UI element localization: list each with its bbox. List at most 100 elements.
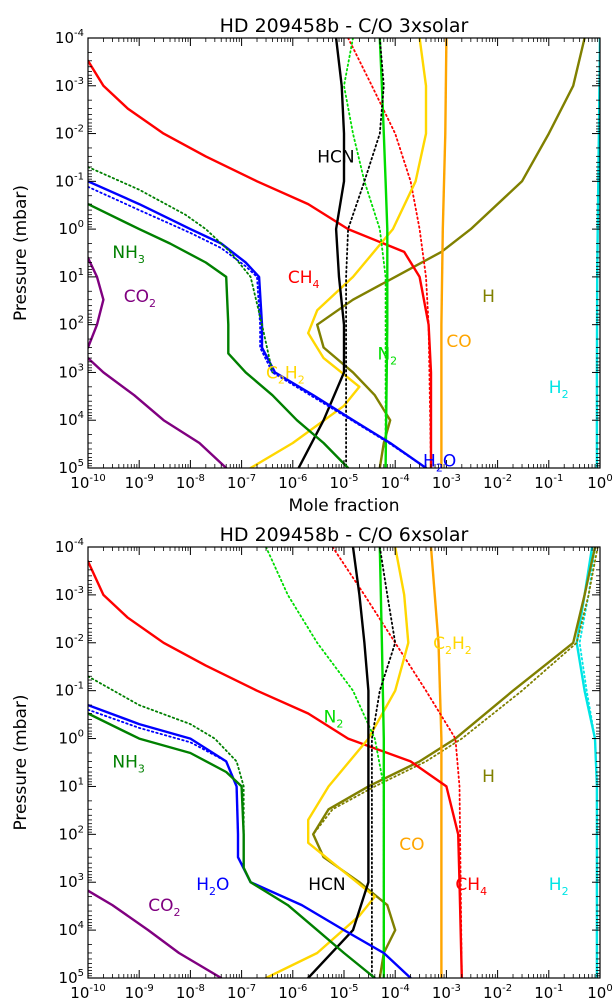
series-line-n2-dotted (265, 547, 385, 978)
y-tick-exponent: 3 (78, 362, 84, 373)
series-line-h2o-dotted (88, 708, 412, 978)
y-tick-label: 105 (59, 968, 84, 987)
x-axis-label: Mole fraction (289, 496, 400, 516)
x-tick-base: 10 (587, 474, 606, 492)
series-line-h-solid (312, 547, 597, 978)
x-tick-base: 10 (329, 474, 348, 492)
x-tick-label: 10-3 (432, 473, 461, 492)
y-tick-exponent: -3 (74, 76, 84, 87)
species-label-text: O (443, 452, 456, 472)
y-tick-label: 10-2 (55, 124, 84, 143)
y-tick-exponent: 4 (78, 410, 84, 421)
y-tick-base: 10 (55, 29, 74, 47)
y-tick-label: 10-3 (55, 76, 84, 95)
y-tick-exponent: -1 (74, 681, 84, 692)
y-tick-exponent: -2 (74, 124, 84, 135)
series-line-ch4-dotted (347, 38, 432, 468)
species-label-text: H (482, 767, 495, 787)
x-tick-label: 10-5 (329, 983, 358, 1002)
x-tick-exponent: -7 (246, 983, 256, 994)
species-label-subscript: 2 (149, 297, 156, 310)
species-label-co2: CO2 (148, 896, 180, 919)
x-tick-base: 10 (70, 984, 89, 1002)
x-tick-exponent: -1 (553, 983, 563, 994)
x-tick-exponent: -10 (89, 473, 105, 484)
series-line-co-dotted (440, 38, 448, 468)
species-label-hcn: HCN (317, 147, 354, 167)
y-tick-label: 10-1 (55, 681, 84, 700)
y-tick-exponent: 0 (78, 219, 84, 230)
series-line-co2-dotted (88, 889, 223, 978)
x-tick-exponent: 0 (606, 983, 612, 994)
series-line-nh3-dotted (88, 166, 274, 374)
species-label-nh3: NH3 (112, 243, 145, 266)
species-label-c2h2: C2H2 (266, 363, 305, 386)
y-tick-exponent: 1 (78, 267, 84, 278)
species-label-subscript: 2 (173, 906, 180, 919)
series-line-hcn-dotted (345, 38, 385, 468)
species-label-h2: H2 (549, 378, 569, 401)
y-tick-exponent: -3 (74, 585, 84, 596)
series-line-c2h2-dotted (249, 38, 427, 468)
species-label-subscript: 2 (390, 354, 397, 367)
y-tick-base: 10 (59, 411, 78, 429)
x-tick-exponent: -4 (400, 473, 410, 484)
species-label-co: CO (446, 332, 471, 352)
series-line-ch4-solid (88, 560, 463, 978)
species-label-subscript: 2 (336, 718, 343, 731)
x-tick-base: 10 (432, 474, 451, 492)
y-tick-exponent: 2 (78, 315, 84, 326)
y-tick-label: 103 (59, 362, 84, 381)
y-tick-exponent: 0 (78, 729, 84, 740)
series-group (88, 38, 600, 468)
x-tick-label: 100 (587, 473, 612, 492)
y-tick-exponent: -4 (74, 537, 84, 548)
x-tick-label: 10-1 (534, 473, 563, 492)
y-tick-label: 10-3 (55, 585, 84, 604)
y-tick-base: 10 (59, 459, 78, 477)
species-label-text: H (423, 452, 436, 472)
x-tick-base: 10 (227, 474, 246, 492)
species-label-text: N (377, 344, 390, 364)
x-tick-base: 10 (329, 984, 348, 1002)
y-tick-label: 10-2 (55, 633, 84, 652)
y-tick-base: 10 (59, 268, 78, 286)
x-tick-base: 10 (587, 984, 606, 1002)
x-tick-exponent: -6 (297, 983, 307, 994)
x-tick-label: 10-7 (227, 983, 256, 1002)
y-tick-exponent: -2 (74, 633, 84, 644)
y-tick-base: 10 (59, 730, 78, 748)
x-tick-exponent: -5 (349, 473, 359, 484)
species-label-h: H (482, 287, 495, 307)
y-tick-base: 10 (59, 921, 78, 939)
species-label-nh3: NH3 (112, 752, 145, 775)
y-tick-exponent: -1 (74, 171, 84, 182)
y-tick-exponent: 3 (78, 872, 84, 883)
x-tick-base: 10 (125, 474, 144, 492)
species-label-ch4: CH4 (455, 875, 487, 898)
x-tick-label: 10-1 (534, 983, 563, 1002)
x-tick-label: 10-6 (278, 473, 307, 492)
y-tick-base: 10 (55, 77, 74, 95)
y-tick-label: 104 (59, 920, 84, 939)
plot-frame (87, 37, 601, 469)
series-line-co2-solid (88, 356, 228, 468)
series-line-ch4-dotted (331, 547, 463, 978)
species-label-text: N (324, 708, 337, 728)
x-tick-label: 100 (587, 983, 612, 1002)
x-tick-label: 10-3 (432, 983, 461, 1002)
x-tick-label: 10-4 (381, 983, 410, 1002)
chart-title: HD 209458b - C/O 6xsolar (220, 524, 469, 546)
species-label-text: CO (148, 896, 173, 916)
series-line-co2-solid (88, 256, 105, 349)
y-tick-exponent: 5 (78, 458, 84, 469)
y-tick-base: 10 (55, 125, 74, 143)
x-tick-label: 10-8 (176, 983, 205, 1002)
series-line-h-dotted (312, 547, 599, 978)
species-label-subscript: 4 (312, 278, 319, 291)
species-label-h2: H2 (549, 875, 569, 898)
y-tick-base: 10 (55, 538, 74, 556)
species-label-subscript: 2 (278, 373, 285, 386)
x-tick-exponent: -7 (246, 473, 256, 484)
